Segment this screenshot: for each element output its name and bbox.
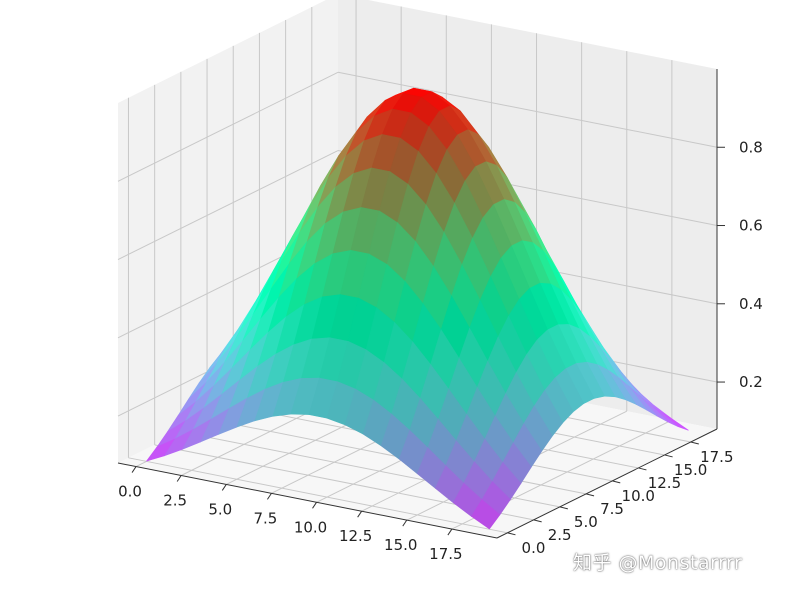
x-tick-label: 17.5	[429, 545, 462, 563]
y-tick-label: 10.0	[622, 487, 655, 505]
y-tick-label: 15.0	[674, 461, 707, 479]
y-tick-mark	[612, 480, 621, 484]
z-tick-label: 0.4	[739, 295, 763, 313]
surface-mesh	[145, 87, 689, 530]
gridline-z-back	[337, 71, 718, 148]
x-tick-label: 5.0	[208, 500, 232, 518]
x-tick-mark	[312, 502, 317, 509]
y-tick-label: 12.5	[648, 474, 681, 492]
y-tick-label: 0.0	[522, 539, 546, 557]
y-tick-mark	[533, 519, 542, 523]
z-tick-label: 0.6	[739, 217, 763, 235]
surface-facet	[470, 499, 501, 530]
y-tick-mark	[638, 467, 647, 471]
x-tick-label: 10.0	[294, 518, 327, 536]
x-tick-mark	[402, 519, 408, 527]
y-tick-mark	[664, 454, 673, 458]
x-tick-mark	[447, 528, 453, 536]
gridline-y-floor	[128, 457, 508, 534]
x-tick-mark	[131, 466, 137, 473]
y-tick-mark	[507, 532, 516, 536]
x-tick-label: 0.0	[118, 483, 142, 501]
z-tick-label: 0.2	[739, 373, 763, 391]
y-tick-label: 7.5	[600, 500, 624, 518]
x-tick-mark	[266, 493, 272, 500]
axis-ticks: 0.0 2.5 5.0 7.5 10.0 12.5 15.0 17.5 0.02.55.07.5…	[118, 138, 763, 563]
watermark: 知乎 @Monstarrrr	[573, 552, 743, 574]
y-tick-label: 5.0	[574, 513, 598, 531]
x-tick-mark	[221, 484, 227, 491]
x-tick-label: 15.0	[384, 536, 417, 554]
x-tick-label: 7.5	[253, 509, 277, 527]
y-tick-label: 17.5	[700, 448, 733, 466]
z-tick-label: 0.8	[739, 138, 763, 156]
gridline-z-left	[117, 71, 339, 182]
y-tick-mark	[559, 506, 568, 510]
y-tick-label: 2.5	[548, 526, 572, 544]
y-tick-mark	[690, 441, 699, 445]
x-tick-mark	[176, 475, 182, 482]
y-tick-mark	[585, 493, 595, 497]
x-tick-mark	[357, 510, 363, 518]
x-tick-label: 2.5	[163, 492, 187, 510]
x-tick-label: 12.5	[339, 527, 372, 545]
gridline-z-left	[117, 150, 339, 260]
